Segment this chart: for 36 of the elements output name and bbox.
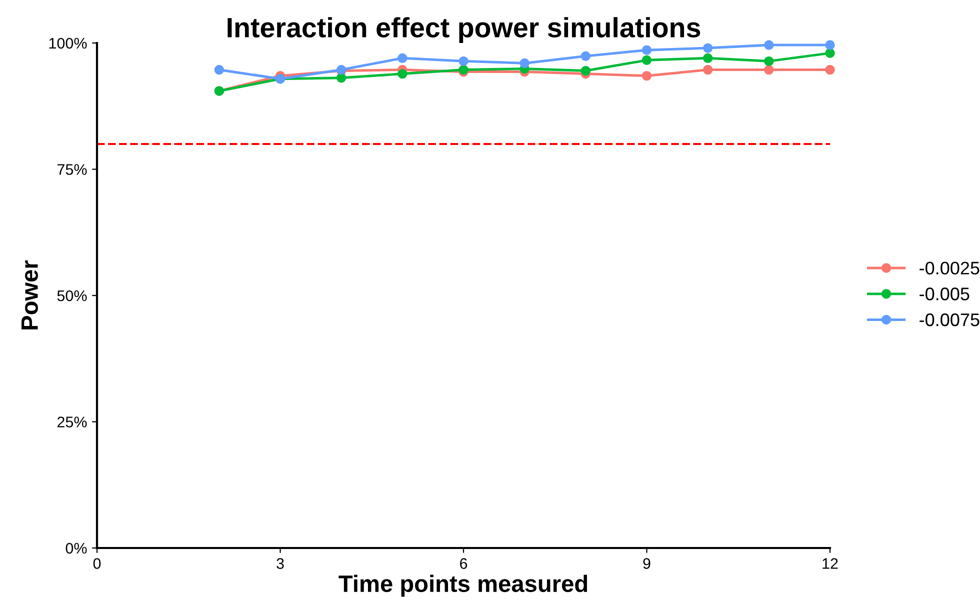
y-tick-label: 75% [57, 164, 87, 175]
legend-label: -0.0025 [920, 262, 980, 274]
x-tick-label: 9 [643, 558, 650, 569]
point [764, 40, 774, 50]
y-tick-label: 25% [57, 416, 87, 428]
legend-label: -0.005 [920, 288, 970, 300]
point [825, 64, 835, 75]
point [214, 64, 224, 75]
y-tick-label: 50% [57, 290, 87, 302]
point [580, 51, 591, 61]
point [398, 68, 408, 79]
point [825, 40, 835, 50]
x-tick-label: 3 [276, 558, 284, 569]
point [764, 56, 774, 66]
y-tick-label: 0% [66, 542, 87, 554]
point [764, 64, 774, 75]
point [825, 48, 835, 58]
x-tick-label: 0 [93, 558, 101, 569]
chart-title: Interaction effect power simulations [228, 17, 700, 43]
point [520, 58, 530, 68]
point [458, 56, 468, 66]
point [642, 55, 652, 66]
x-axis-title: Time points measured [338, 574, 588, 597]
legend-label: -0.0075 [920, 313, 980, 326]
y-axis-title: Power [22, 260, 38, 330]
point [642, 70, 652, 81]
point [580, 66, 591, 76]
point [336, 72, 346, 83]
y-tick-label: 100% [49, 38, 87, 49]
point [702, 43, 713, 53]
x-tick-label: 6 [460, 558, 468, 569]
point [702, 64, 713, 75]
point [398, 53, 408, 64]
x-tick-label: 12 [822, 558, 838, 569]
point [642, 45, 652, 55]
point [702, 53, 713, 64]
